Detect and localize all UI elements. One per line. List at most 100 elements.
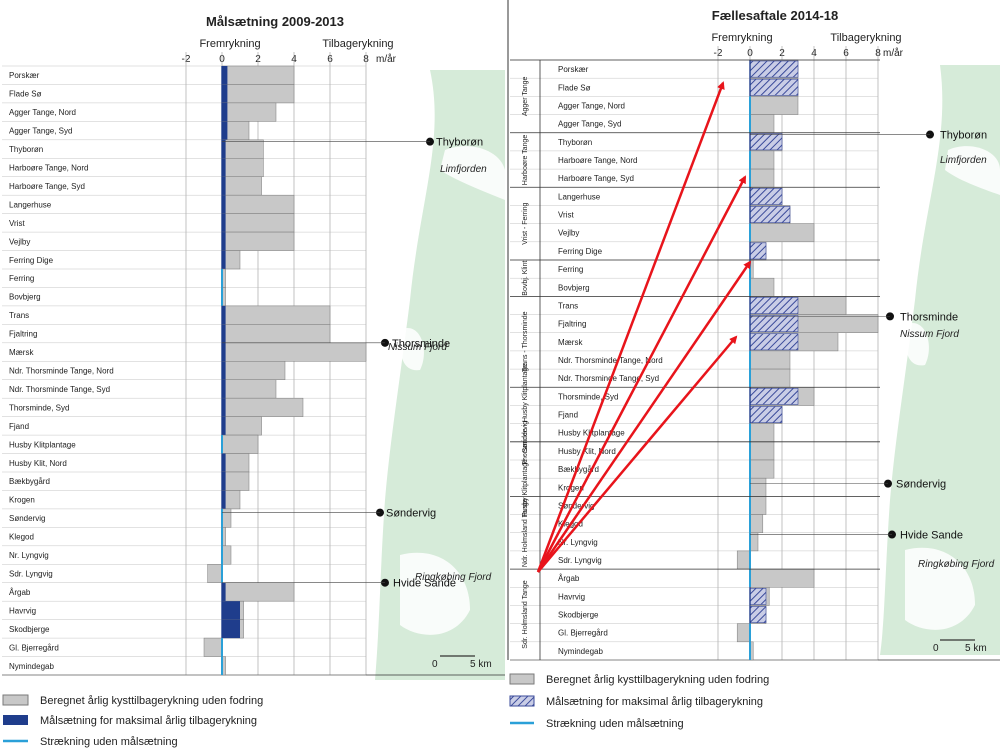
left-label-ferring: Ferring: [9, 274, 34, 283]
right-bar-bovbjerg: [749, 277, 775, 297]
right-label-ferring: Ferring: [558, 265, 583, 274]
left-label-husby-klit-nord: Husby Klit, Nord: [9, 459, 67, 468]
left-bar-harboore-tange-nord: [221, 158, 264, 177]
left-bar-fjaltring: [221, 324, 331, 344]
right-bar-harboore-tange-nord: [749, 150, 775, 170]
right-target-maersk: [749, 333, 799, 351]
right-label-fjand: Fjand: [558, 411, 578, 420]
left-label-nr-lyngvig: Nr. Lyngvig: [9, 551, 49, 560]
right-label-nr-lyngvig: Nr. Lyngvig: [558, 538, 598, 547]
right-label-langerhuse: Langerhuse: [558, 192, 601, 201]
right-group-harboore-tange: Harboøre Tange: [522, 135, 529, 186]
left-town-hvide-sande: Hvide Sande: [393, 578, 456, 590]
right-label-agger-tange-nord: Agger Tange, Nord: [558, 101, 625, 110]
left-label-fjand: Fjand: [9, 422, 29, 431]
right-map-fjord-nissum: [904, 323, 929, 366]
left-bar-thorsminde-syd: [221, 397, 304, 417]
right-label-ndr-thorsminde-tange-nord: Ndr. Thorsminde Tange, Nord: [558, 356, 663, 365]
left-label-baekbygard: Bækbygård: [9, 477, 50, 486]
right-bar-gl-bjerregard: [736, 623, 751, 643]
left-panel: Målsætning 2009-2013 Fremrykning Tilbage…: [2, 14, 505, 748]
right-label-gl-bjerregard: Gl. Bjerregård: [558, 629, 608, 638]
right-axis-left-label: Fremrykning: [711, 32, 772, 44]
left-target-ndr-thorsminde-tange-syd: [222, 379, 226, 399]
left-bar-husby-klitplantage: [221, 434, 259, 454]
left-bar-gl-bjerregard: [203, 637, 223, 657]
right-label-ferring-dige: Ferring Dige: [558, 247, 603, 256]
right-map-fjord-limfjorden: [945, 146, 1000, 195]
left-map-fjord-nissum: [399, 328, 424, 371]
left-legend-3: Strækning uden målsætning: [40, 736, 178, 748]
right-axis-right-label: Tilbagerykning: [830, 32, 901, 44]
left-bar-vejlby: [221, 231, 295, 251]
right-bar-vejlby: [749, 223, 815, 243]
left-bar-baekbygard: [221, 471, 250, 491]
left-label-fjaltring: Fjaltring: [9, 330, 37, 339]
left-target-flade-so: [222, 84, 228, 103]
right-panel: Fællesaftale 2014-18 Fremrykning Tilbage…: [507, 0, 1000, 730]
right-red-arrows: [536, 81, 752, 573]
left-label-langerhuse: Langerhuse: [9, 200, 52, 209]
left-target-ndr-thorsminde-tange-nord: [222, 361, 226, 380]
right-label-bovbjerg: Bovbjerg: [558, 283, 590, 292]
right-bar-klegod: [749, 514, 764, 533]
right-target-vrist: [749, 206, 791, 223]
left-scale-5km: 5 km: [470, 659, 492, 670]
right-target-flade-so: [749, 78, 799, 96]
left-target-krogen: [222, 490, 226, 509]
left-bar-maersk: [221, 342, 367, 362]
right-legend-3: Strækning uden målsætning: [546, 718, 684, 730]
right-town-thyboron: Thyborøn: [940, 130, 987, 142]
right-target-fjaltring: [749, 315, 799, 333]
left-target-harboore-tange-nord: [222, 158, 226, 177]
right-label-harboore-tange-syd: Harboøre Tange, Syd: [558, 174, 634, 183]
left-axis-left-label: Fremrykning: [199, 38, 260, 50]
left-label-porskaer: Porskær: [9, 71, 40, 80]
left-target-trans: [222, 305, 226, 325]
left-bar-vrist: [221, 213, 295, 233]
left-bar-thyboron: [221, 139, 264, 159]
right-bar-argab: [749, 568, 815, 588]
right-bar-harboore-tange-syd: [749, 168, 775, 188]
left-target-havrvig: [222, 601, 240, 620]
right-target-thyboron: [749, 133, 783, 151]
left-bar-husby-klit-nord: [221, 453, 250, 473]
left-target-harboore-tange-syd: [222, 176, 226, 196]
left-town-markers: Thyborøn Thorsminde Søndervig Hvide Sande: [222, 137, 483, 590]
right-town-markers: Thyborøn Thorsminde Søndervig Hvide Sande: [750, 130, 987, 542]
right-label-ndr-thorsminde-tange-syd: Ndr. Thorsminde Tange, Syd: [558, 374, 659, 383]
left-axis-right-label: Tilbagerykning: [322, 38, 393, 50]
right-label-husby-klit-nord: Husby Klit, Nord: [558, 447, 616, 456]
right-group-ndr-holmsland-tange: Ndr. Holmsland Tange: [522, 498, 529, 567]
right-bar-sondervig: [749, 496, 767, 515]
left-label-nymindegab: Nymindegab: [9, 662, 54, 671]
left-axis-unit: m/år: [376, 53, 397, 65]
left-label-sondervig: Søndervig: [9, 514, 45, 523]
left-bar-ndr-thorsminde-tange-nord: [221, 361, 286, 380]
right-label-argab: Årgab: [558, 574, 580, 583]
right-town-hvide-sande: Hvide Sande: [900, 530, 963, 542]
left-label-krogen: Krogen: [9, 496, 35, 505]
left-bar-harboore-tange-syd: [221, 176, 262, 196]
right-target-havrvig: [749, 587, 767, 605]
left-bar-trans: [221, 305, 331, 325]
left-water-nissum: Nissum Fjord: [388, 342, 447, 353]
right-bar-agger-tange-syd: [749, 114, 775, 133]
left-chart-title: Målsætning 2009-2013: [206, 14, 344, 29]
right-scale-zero: 0: [933, 643, 939, 654]
left-target-agger-tange-nord: [222, 102, 228, 122]
left-target-husby-klit-nord: [222, 453, 226, 472]
left-label-flade-so: Flade Sø: [9, 90, 42, 99]
left-town-sondervig: Søndervig: [386, 508, 436, 520]
right-label-harboore-tange-nord: Harboøre Tange, Nord: [558, 156, 637, 165]
right-target-langerhuse: [749, 187, 783, 205]
right-water-ringkobing: Ringkøbing Fjord: [918, 559, 995, 570]
right-legend-1: Beregnet årlig kysttilbagerykning uden f…: [546, 674, 769, 686]
left-legend: Beregnet årlig kysttilbagerykning uden f…: [2, 694, 263, 748]
left-label-sdr-lyngvig: Sdr. Lyngvig: [9, 570, 53, 579]
left-map-fjord-ringkobing: [400, 552, 470, 635]
right-group-husby-klitplantage-sondervig: Husby Klitplantage - Søndervig: [522, 421, 529, 518]
right-label-porskaer: Porskær: [558, 65, 589, 74]
left-water-ringkobing: Ringkøbing Fjord: [415, 572, 492, 583]
